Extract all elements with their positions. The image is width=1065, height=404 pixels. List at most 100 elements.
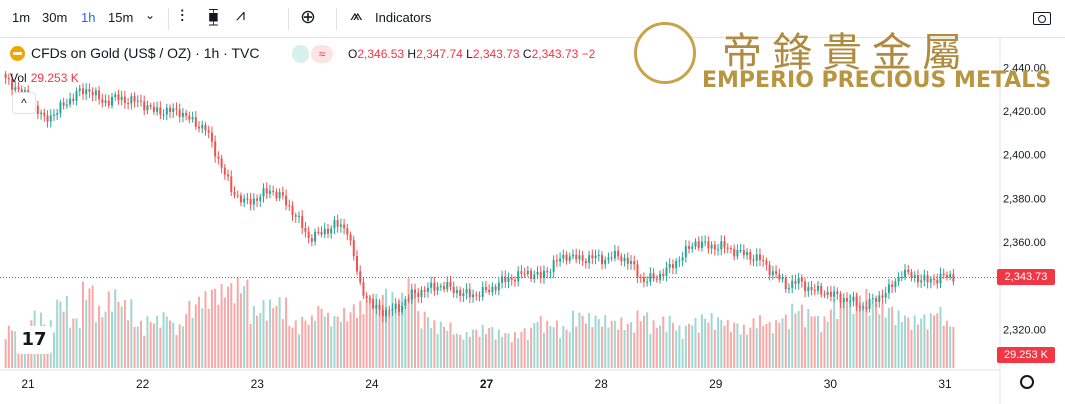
candle-body (268, 190, 271, 194)
candle-body (462, 293, 465, 296)
candle-body (397, 304, 400, 312)
area-icon[interactable]: ⩘ (236, 7, 246, 24)
volume-bar (223, 297, 226, 368)
volume-bar (675, 330, 678, 368)
volume-bar (771, 332, 774, 368)
candle-body (642, 277, 645, 283)
volume-bar (20, 343, 23, 368)
candle-body (188, 115, 191, 120)
volume-bar (94, 322, 97, 368)
volume-bar (875, 303, 878, 368)
candles-icon[interactable]: ⧯ (208, 7, 219, 26)
candle-body (333, 220, 336, 229)
volume-bar (726, 320, 729, 368)
volume-bar (249, 324, 252, 368)
candle-body (185, 112, 188, 116)
volume-bar (668, 315, 671, 368)
volume-bar (443, 326, 446, 368)
candle-body (210, 132, 213, 142)
status-green-pill[interactable] (292, 45, 309, 63)
price-tick-label: 2,380.00 (1003, 193, 1046, 205)
volume-legend[interactable]: Vol 29.253 K (10, 71, 79, 85)
candle-body (304, 227, 307, 232)
volume-bar (268, 299, 271, 368)
indicators-icon[interactable]: ⩕ (350, 7, 363, 24)
volume-bar (768, 322, 771, 368)
volume-bar (945, 320, 948, 368)
volume-bar (410, 289, 413, 368)
candle-body (227, 174, 230, 177)
volume-bar (352, 304, 355, 368)
candle-body (204, 124, 207, 131)
candle-body (165, 107, 168, 115)
bars-icon[interactable]: ⫶ (180, 7, 185, 26)
candle-body (945, 275, 948, 278)
volume-bar (933, 315, 936, 368)
volume-bar (923, 314, 926, 368)
volume-bar (584, 323, 587, 368)
candle-body (865, 307, 868, 309)
candle-body (17, 87, 20, 90)
volume-bar (152, 323, 155, 368)
volume-bar (484, 334, 487, 368)
volume-bar (162, 312, 165, 368)
camera-icon[interactable] (1033, 12, 1051, 25)
volume-bar (394, 303, 397, 368)
volume-bar (497, 329, 500, 368)
candle-body (494, 286, 497, 291)
candle-body (491, 286, 494, 293)
interval-1m[interactable]: 1m (12, 10, 31, 25)
tradingview-logo[interactable]: 17 (16, 326, 52, 354)
time-axis[interactable]: 21 22 23 24 27 28 29 30 31 (21, 377, 952, 391)
volume-bar (939, 306, 942, 368)
volume-bar (665, 331, 668, 368)
volume-bar (330, 326, 333, 368)
volume-bar (626, 323, 629, 368)
volume-bar (310, 315, 313, 368)
chevron-down-icon[interactable]: ⌄ (145, 8, 156, 22)
indicators-button[interactable]: Indicators (375, 10, 432, 25)
candle-body (107, 100, 110, 106)
candle-body (417, 292, 420, 297)
volume-bar (320, 308, 323, 368)
candle-body (288, 205, 291, 207)
interval-30m[interactable]: 30m (42, 10, 68, 25)
settings-icon[interactable] (1020, 375, 1034, 389)
approx-icon[interactable]: ≈ (311, 45, 333, 63)
interval-15m[interactable]: 15m (108, 10, 134, 25)
volume-bar (455, 333, 458, 368)
candle-body (40, 112, 43, 115)
volume-bar (259, 313, 262, 368)
candle-body (662, 273, 665, 277)
candle-body (652, 273, 655, 279)
volume-bar (362, 314, 365, 368)
volume-bar (900, 321, 903, 368)
volume-bar (823, 316, 826, 368)
candle-body (675, 261, 678, 269)
volume-bar (407, 278, 410, 368)
change-value: −2 (581, 47, 596, 61)
interval-1h[interactable]: 1h (81, 10, 96, 25)
volume-bar (533, 323, 536, 368)
candle-body (904, 269, 907, 278)
volume-bar (11, 330, 14, 368)
volume-bar (846, 307, 849, 368)
volume-bar (385, 288, 388, 368)
price-axis[interactable]: 2,440.00 2,420.00 2,400.00 2,380.00 2,360.00… (1003, 62, 1046, 336)
symbol-legend[interactable]: CFDs on Gold (US$ / OZ) · 1h · TVC (10, 45, 259, 61)
collapse-legend-button[interactable]: ^ (12, 92, 36, 114)
candle-body (343, 224, 346, 229)
volume-bar (530, 327, 533, 368)
candle-body (601, 255, 604, 265)
candle-body (246, 198, 249, 200)
candle-body (449, 282, 452, 287)
volume-bar (201, 308, 204, 368)
plus-circle-icon[interactable]: ⊕ (300, 7, 316, 28)
candle-body (294, 215, 297, 217)
candle-body (378, 304, 381, 310)
candle-body (446, 282, 449, 290)
candle-body (201, 124, 204, 129)
volume-bar (85, 299, 88, 368)
volume-bar (904, 315, 907, 368)
